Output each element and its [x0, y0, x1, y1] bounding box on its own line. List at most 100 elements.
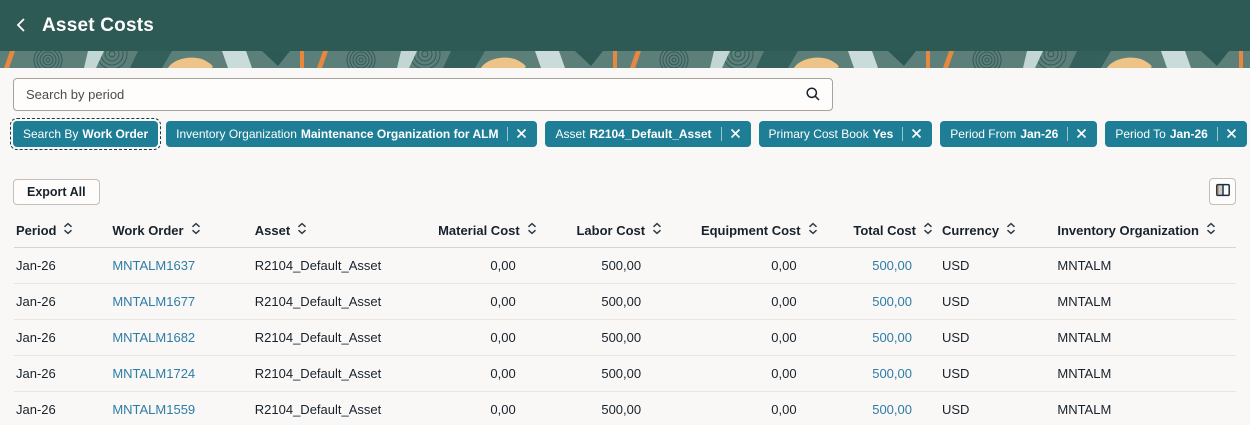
- export-all-button[interactable]: Export All: [13, 178, 100, 205]
- filter-chip: Inventory Organization Maintenance Organi…: [166, 121, 538, 147]
- cell-work-order: MNTALM1559: [110, 391, 253, 425]
- cell-currency: USD: [939, 355, 1056, 392]
- remove-filter-button[interactable]: [1226, 127, 1237, 142]
- sort-icon[interactable]: [1205, 222, 1217, 238]
- column-manager-button[interactable]: [1209, 178, 1236, 205]
- search-by-chip[interactable]: Search By Work Order: [9, 118, 162, 150]
- remove-filter-button[interactable]: [911, 127, 922, 142]
- total-cost-link[interactable]: 500,00: [872, 401, 912, 417]
- work-order-link[interactable]: MNTALM1677: [112, 293, 196, 309]
- cell-period: Jan-26: [14, 283, 111, 320]
- column-header-inventory-organization[interactable]: Inventory Organization: [1055, 214, 1236, 248]
- cell-inventory-organization: MNTALM: [1055, 247, 1236, 284]
- cell-inventory-organization: MNTALM: [1055, 283, 1236, 320]
- work-order-link[interactable]: MNTALM1682: [112, 329, 196, 345]
- column-manager-icon: [1215, 182, 1231, 201]
- column-label: Inventory Organization: [1057, 222, 1199, 238]
- chevron-left-icon: [14, 17, 28, 36]
- work-order-link[interactable]: MNTALM1559: [112, 401, 196, 417]
- back-button[interactable]: [14, 17, 28, 36]
- cell-material-cost: 0,00: [423, 283, 544, 320]
- total-cost-link[interactable]: 500,00: [872, 257, 912, 273]
- close-icon: [911, 127, 922, 142]
- column-header-equipment-cost[interactable]: Equipment Cost: [669, 214, 825, 248]
- cell-equipment-cost: 0,00: [669, 247, 825, 284]
- table-row: Jan-26 MNTALM1637 R2104_Default_Asset 0,00 5…: [14, 247, 1236, 284]
- table-toolbar: Export All: [0, 148, 1250, 205]
- column-label: Period: [16, 222, 57, 238]
- cell-total-cost: 500,00: [824, 283, 940, 320]
- filter-chip-value: Maintenance Organization for ALM: [300, 127, 499, 141]
- column-header-labor-cost[interactable]: Labor Cost: [543, 214, 670, 248]
- sort-icon[interactable]: [807, 222, 819, 238]
- sort-icon[interactable]: [296, 222, 308, 238]
- cell-labor-cost: 500,00: [543, 319, 670, 356]
- search-by-label: Search By: [23, 127, 79, 141]
- sort-icon[interactable]: [651, 222, 663, 238]
- cell-labor-cost: 500,00: [543, 283, 670, 320]
- search-button[interactable]: [801, 83, 825, 107]
- search-row: [0, 68, 1250, 111]
- remove-filter-button[interactable]: [730, 127, 741, 142]
- sort-icon[interactable]: [190, 222, 202, 238]
- column-header-period[interactable]: Period: [14, 214, 111, 248]
- total-cost-link[interactable]: 500,00: [872, 293, 912, 309]
- column-label: Labor Cost: [576, 222, 646, 238]
- cell-equipment-cost: 0,00: [669, 283, 825, 320]
- filter-chips-row: Search By Work Order Inventory Organizat…: [0, 111, 1250, 150]
- sort-icon[interactable]: [62, 222, 74, 238]
- filter-chip: Asset R2104_Default_Asset: [545, 121, 751, 147]
- cell-total-cost: 500,00: [824, 319, 940, 356]
- filter-chip: Period From Jan-26: [940, 121, 1098, 147]
- filter-chip: Period To Jan-26: [1105, 121, 1247, 147]
- cell-work-order: MNTALM1637: [110, 247, 253, 284]
- filter-chip-label: Inventory Organization: [176, 127, 297, 141]
- cell-equipment-cost: 0,00: [669, 319, 825, 356]
- filter-chip: Primary Cost Book Yes: [758, 121, 933, 147]
- cell-work-order: MNTALM1677: [110, 283, 253, 320]
- search-icon: [805, 86, 821, 105]
- column-header-currency[interactable]: Currency: [939, 214, 1056, 248]
- table-row: Jan-26 MNTALM1677 R2104_Default_Asset 0,00 5…: [14, 283, 1236, 320]
- work-order-link[interactable]: MNTALM1724: [112, 365, 196, 381]
- work-order-link[interactable]: MNTALM1637: [112, 257, 196, 273]
- chip-divider: [902, 127, 904, 141]
- sort-icon[interactable]: [526, 222, 538, 238]
- cell-inventory-organization: MNTALM: [1055, 391, 1236, 425]
- column-label: Currency: [941, 222, 1000, 238]
- sort-icon[interactable]: [1005, 222, 1017, 238]
- column-header-material-cost[interactable]: Material Cost: [423, 214, 544, 248]
- remove-filter-button[interactable]: [1076, 127, 1087, 142]
- cell-asset: R2104_Default_Asset: [252, 283, 424, 320]
- app-header: Asset Costs: [0, 0, 1250, 68]
- remove-filter-button[interactable]: [516, 127, 527, 142]
- decorative-pattern-band: [0, 51, 1250, 68]
- table-row: Jan-26 MNTALM1724 R2104_Default_Asset 0,00 5…: [14, 355, 1236, 392]
- cell-material-cost: 0,00: [423, 391, 544, 425]
- column-header-asset[interactable]: Asset: [252, 214, 424, 248]
- cell-currency: USD: [939, 247, 1056, 284]
- search-input[interactable]: [13, 78, 833, 111]
- asset-costs-table: Period Work Order Asset Material Cost Labor …: [14, 214, 1236, 425]
- total-cost-link[interactable]: 500,00: [872, 365, 912, 381]
- column-header-work-order[interactable]: Work Order: [110, 214, 253, 248]
- total-cost-link[interactable]: 500,00: [872, 329, 912, 345]
- chip-divider: [507, 127, 509, 141]
- cell-currency: USD: [939, 319, 1056, 356]
- close-icon: [1226, 127, 1237, 142]
- cell-material-cost: 0,00: [423, 247, 544, 284]
- page-title: Asset Costs: [42, 15, 155, 36]
- sort-icon[interactable]: [922, 222, 934, 238]
- filter-chip-value: Jan-26: [1169, 127, 1208, 141]
- table-row: Jan-26 MNTALM1559 R2104_Default_Asset 0,00 5…: [14, 391, 1236, 425]
- column-label: Asset: [254, 222, 291, 238]
- cell-labor-cost: 500,00: [543, 247, 670, 284]
- chip-divider: [1067, 127, 1069, 141]
- filter-chip-label: Primary Cost Book: [768, 127, 869, 141]
- cell-equipment-cost: 0,00: [669, 391, 825, 425]
- column-label: Work Order: [112, 222, 184, 238]
- column-header-total-cost[interactable]: Total Cost: [824, 214, 940, 248]
- cell-inventory-organization: MNTALM: [1055, 355, 1236, 392]
- cell-equipment-cost: 0,00: [669, 355, 825, 392]
- filter-chip-value: Yes: [872, 127, 894, 141]
